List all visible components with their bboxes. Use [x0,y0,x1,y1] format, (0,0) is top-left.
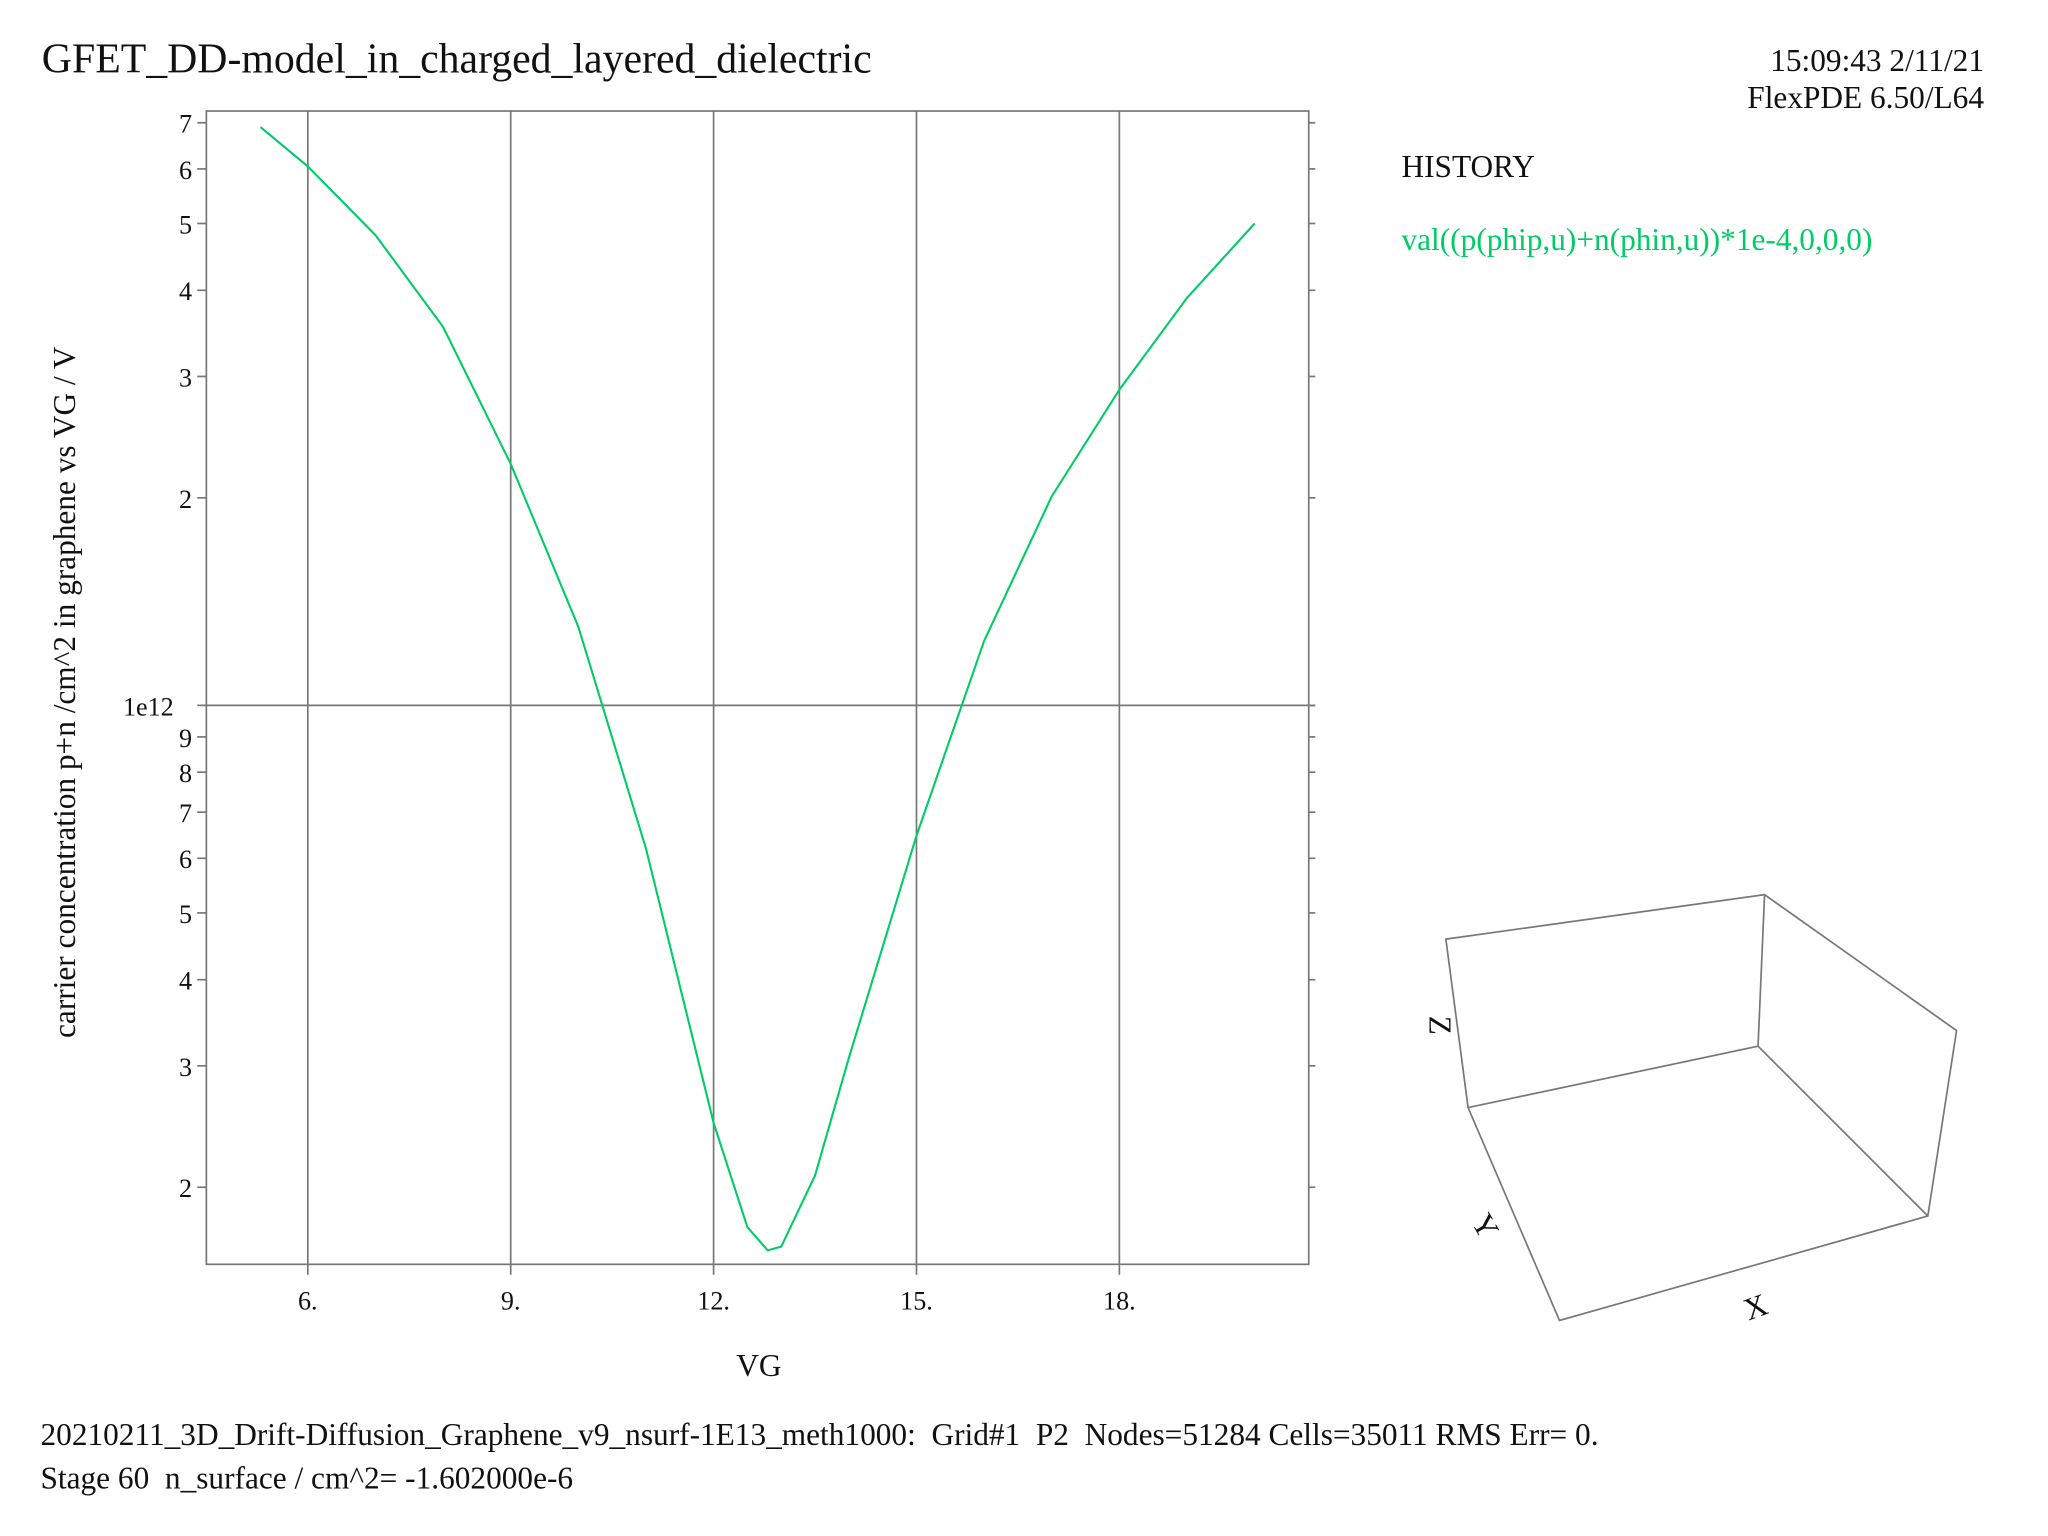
x-tick-label: 18. [1103,1287,1136,1316]
y-tick-label: 6 [179,845,192,874]
axes-3d [1444,893,1958,1322]
y-tick-label: 7 [179,110,192,139]
legend-title: HISTORY [1401,149,1534,184]
y-tick-label: 5 [179,900,192,929]
footer-line: 20210211_3D_Drift-Diffusion_Graphene_v9_… [40,1417,1598,1452]
axis-3d-label: Y [1465,1208,1507,1245]
x-tick-label: 15. [900,1287,933,1316]
timestamp: 15:09:43 2/11/21 [1770,43,1984,78]
x-tick-label: 12. [697,1287,730,1316]
y-tick-label: 4 [179,277,192,306]
legend-entry: val((p(phip,u)+n(phin,u))*1e-4,0,0,0) [1401,222,1872,257]
data-line [259,126,1256,1252]
y-axis-label: carrier concentration p+n /cm^2 in graph… [47,346,82,1038]
x-tick-label: 6. [298,1287,318,1316]
y-tick-label: 2 [179,1174,192,1203]
plot-frame [205,110,1310,1266]
y-tick-label: 3 [179,1053,192,1082]
axis-3d-label: Z [1423,1016,1458,1035]
y-tick-label: 2 [179,485,192,514]
x-tick-label: 9. [501,1287,521,1316]
y-tick-label: 6 [179,156,192,185]
axis-3d-label: X [1739,1286,1773,1327]
y-tick-label: 1e12 [123,692,174,721]
software: FlexPDE 6.50/L64 [1747,80,1984,115]
y-tick-label: 9 [179,724,192,753]
y-tick-label: 8 [179,759,192,788]
y-tick-label: 3 [179,363,192,392]
chart-title: GFET_DD-model_in_charged_layered_dielect… [42,36,872,82]
x-axis-label: VG [736,1348,781,1383]
footer-line: Stage 60 n_surface / cm^2= -1.602000e-6 [40,1460,573,1495]
y-tick-label: 7 [179,799,192,828]
y-tick-label: 5 [179,210,192,239]
y-tick-label: 4 [179,967,192,996]
